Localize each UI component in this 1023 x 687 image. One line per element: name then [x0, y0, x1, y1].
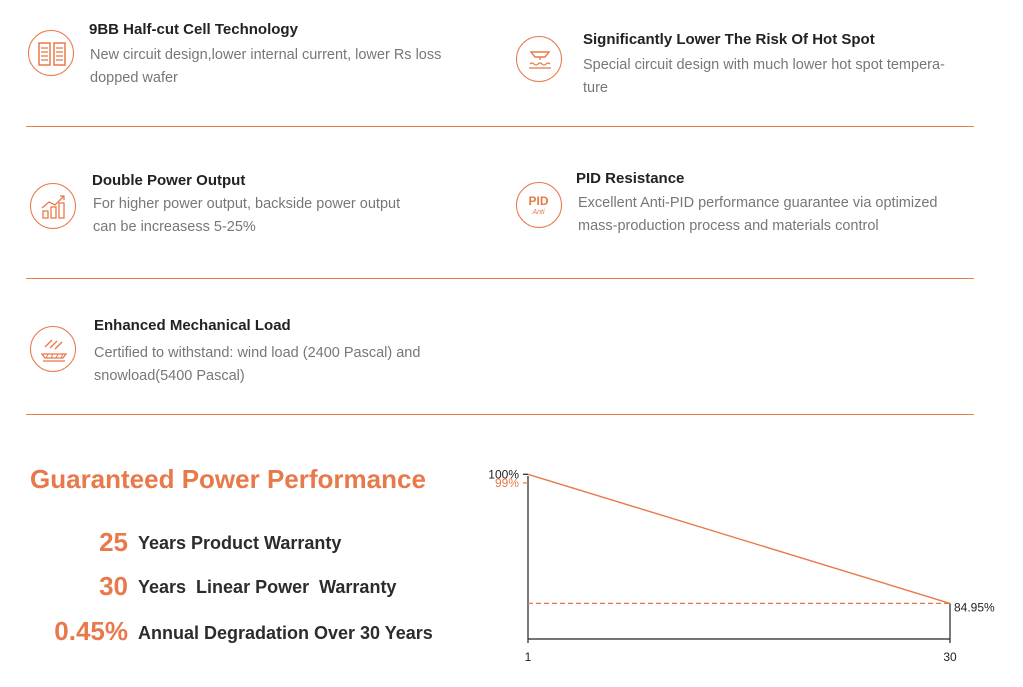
power-degradation-chart: 100%99% 1 30 84.95% — [488, 470, 995, 664]
feature-title-mechanical: Enhanced Mechanical Load — [94, 317, 291, 334]
warranty-value: 25 — [99, 527, 128, 557]
feature-desc-half-cut-line1: New circuit design,lower internal curren… — [90, 47, 442, 63]
feature-title-half-cut: 9BB Half-cut Cell Technology — [89, 21, 298, 38]
feature-desc-pid-line1: Excellent Anti-PID performance guarantee… — [578, 195, 938, 211]
feature-desc-mechanical-line2: snowload(5400 Pascal) — [94, 368, 245, 384]
section-divider — [26, 414, 974, 415]
warranty-value: 30 — [99, 571, 128, 601]
feature-desc-pid-line2: mass-production process and materials co… — [578, 218, 879, 234]
feature-desc-mechanical-line1: Certified to withstand: wind load (2400 … — [94, 345, 421, 361]
x-tick-label: 1 — [525, 650, 532, 664]
feature-desc-double-power-line1: For higher power output, backside power … — [93, 196, 401, 212]
warranty-label: Annual Degradation Over 30 Years — [138, 623, 433, 643]
x-tick-label: 30 — [943, 650, 957, 664]
y-tick-label: 100% — [488, 470, 519, 481]
warranty-label: Years Linear Power Warranty — [138, 577, 397, 597]
warranty-label: Years Product Warranty — [138, 533, 342, 553]
feature-desc-double-power-line2: can be increasess 5-25% — [93, 219, 256, 235]
pid-anti-icon: PID Anti — [516, 182, 562, 228]
half-cut-cell-icon — [28, 30, 74, 76]
mechanical-load-icon — [30, 326, 76, 372]
warranty-value: 0.45% — [54, 616, 128, 646]
feature-desc-hot-spot-line2: ture — [583, 80, 608, 96]
pid-icon-subtext: Anti — [532, 209, 545, 216]
feature-desc-half-cut-line2: dopped wafer — [90, 70, 178, 86]
pid-icon-text: PID — [528, 194, 549, 208]
hot-spot-icon — [516, 36, 562, 82]
power-growth-chart-icon — [30, 183, 76, 229]
series-line — [527, 473, 951, 605]
section-divider — [26, 126, 974, 127]
section-divider — [26, 278, 974, 279]
feature-desc-hot-spot-line1: Special circuit design with much lower h… — [583, 57, 945, 73]
feature-title-pid: PID Resistance — [576, 170, 685, 187]
feature-title-hot-spot: Significantly Lower The Risk Of Hot Spot — [583, 31, 875, 48]
performance-title: Guaranteed Power Performance — [30, 464, 426, 494]
feature-title-double-power: Double Power Output — [92, 172, 246, 189]
end-value-label: 84.95% — [954, 600, 995, 614]
y-tick-label: 99% — [495, 476, 519, 490]
